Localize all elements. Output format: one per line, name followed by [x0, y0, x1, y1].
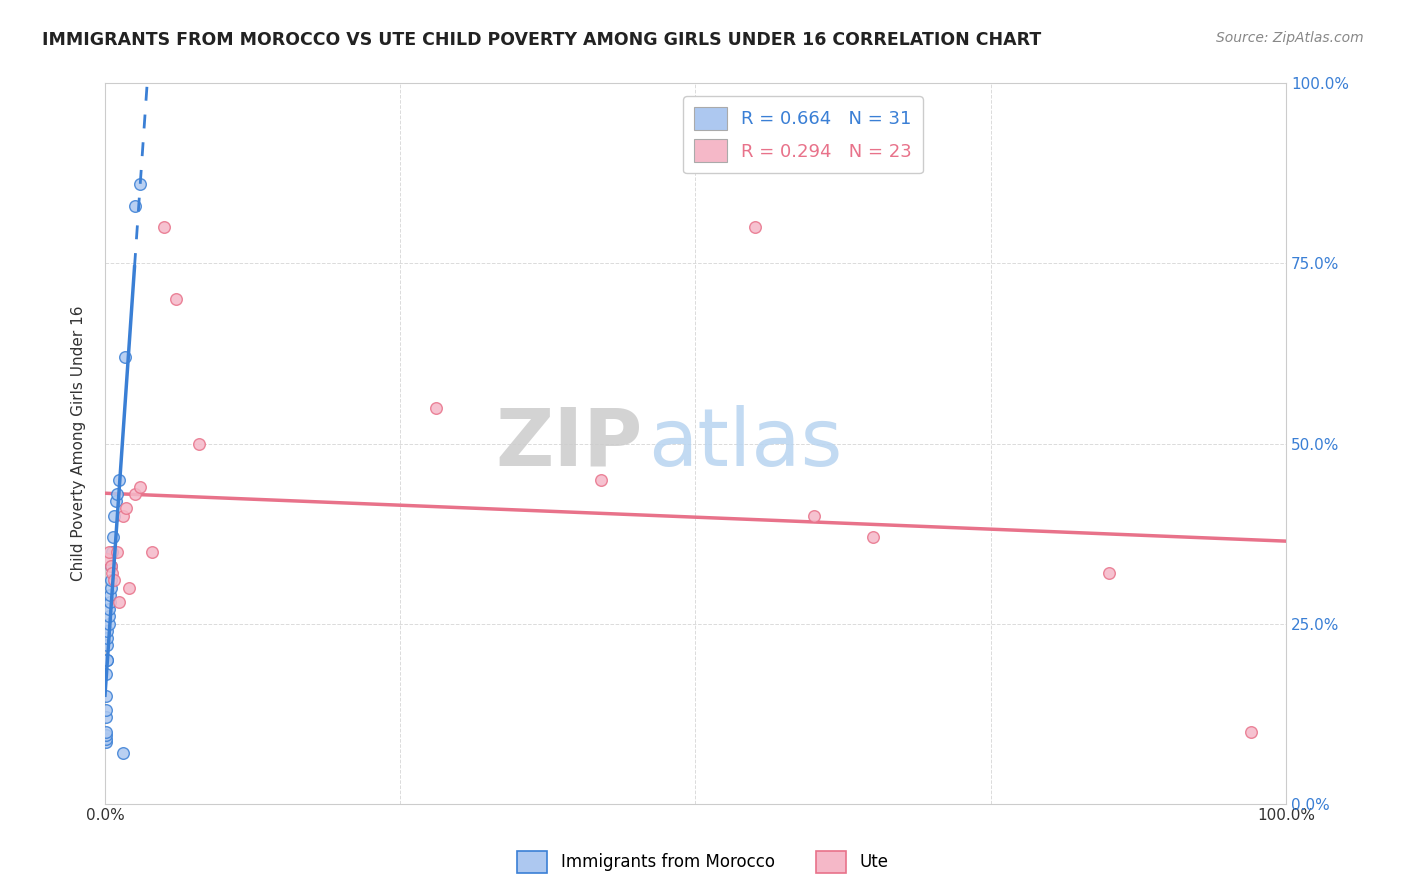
Point: [96, 652, 118, 666]
Point: [101, 566, 124, 581]
Point: [103, 574, 125, 588]
Legend: Immigrants from Morocco, Ute: Immigrants from Morocco, Ute: [510, 845, 896, 880]
Point: [97, 602, 120, 616]
Point: [115, 501, 138, 516]
Point: [108, 595, 131, 609]
Point: [96, 689, 118, 703]
Point: [103, 508, 125, 523]
Point: [100, 558, 122, 573]
Point: [188, 436, 211, 450]
Point: [103, 530, 125, 544]
Text: IMMIGRANTS FROM MOROCCO VS UTE CHILD POVERTY AMONG GIRLS UNDER 16 CORRELATION CH: IMMIGRANTS FROM MOROCCO VS UTE CHILD POV…: [42, 31, 1042, 49]
Point: [96, 638, 118, 652]
Point: [96, 667, 118, 681]
Point: [100, 581, 122, 595]
Point: [111, 508, 134, 523]
Point: [141, 544, 163, 558]
Point: [97, 616, 120, 631]
Point: [98, 595, 121, 609]
Point: [104, 494, 127, 508]
Point: [1098, 566, 1121, 581]
Point: [94, 731, 117, 746]
Point: [124, 199, 146, 213]
Point: [96, 551, 118, 566]
Point: [589, 473, 612, 487]
Point: [862, 530, 884, 544]
Point: [129, 178, 152, 192]
Point: [96, 631, 118, 645]
Point: [96, 624, 118, 638]
Point: [105, 487, 128, 501]
Point: [803, 508, 825, 523]
Text: Source: ZipAtlas.com: Source: ZipAtlas.com: [1216, 31, 1364, 45]
Point: [1239, 724, 1261, 739]
Point: [165, 293, 187, 307]
Point: [114, 350, 136, 364]
Point: [97, 609, 120, 624]
Point: [111, 746, 134, 760]
Point: [98, 588, 121, 602]
Point: [96, 724, 118, 739]
Point: [153, 220, 176, 235]
Point: [96, 710, 118, 724]
Point: [94, 735, 117, 749]
Text: ZIP: ZIP: [495, 405, 643, 483]
Y-axis label: Child Poverty Among Girls Under 16: Child Poverty Among Girls Under 16: [72, 306, 86, 582]
Point: [94, 728, 117, 742]
Point: [96, 652, 118, 666]
Legend: R = 0.664   N = 31, R = 0.294   N = 23: R = 0.664 N = 31, R = 0.294 N = 23: [683, 96, 922, 173]
Point: [100, 574, 122, 588]
Point: [425, 401, 447, 415]
Point: [105, 544, 128, 558]
Text: atlas: atlas: [648, 405, 842, 483]
Point: [97, 544, 120, 558]
Point: [101, 544, 124, 558]
Point: [744, 220, 766, 235]
Point: [117, 581, 139, 595]
Point: [100, 558, 122, 573]
Point: [96, 703, 118, 717]
Point: [108, 473, 131, 487]
Point: [129, 480, 152, 494]
Point: [124, 487, 146, 501]
